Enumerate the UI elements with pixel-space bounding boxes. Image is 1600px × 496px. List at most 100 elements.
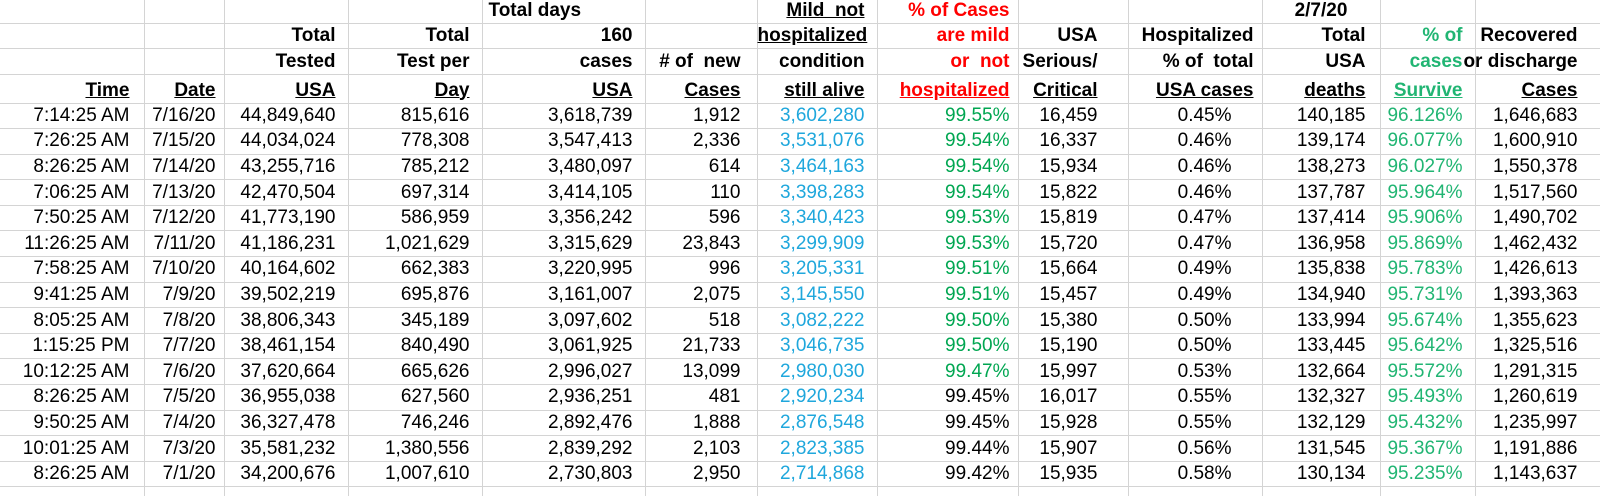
cell-hosp_pct-row12[interactable]: 0.55% xyxy=(1128,384,1263,411)
cell-tested-row4[interactable]: 42,470,504 xyxy=(224,179,349,206)
cell-date-row14[interactable]: 7/3/20 xyxy=(144,435,225,462)
header-cell-r1-new_cases[interactable] xyxy=(645,0,758,24)
cell-time-row1[interactable]: 7:14:25 AM xyxy=(0,103,145,130)
cell-deaths-row8[interactable]: 134,940 xyxy=(1262,282,1381,309)
cell-deaths-row1[interactable]: 140,185 xyxy=(1262,103,1381,130)
header-cell-r2-cases[interactable]: 160 xyxy=(482,23,646,49)
cell-cases-row3[interactable]: 3,480,097 xyxy=(482,154,646,181)
cell-new_cases-row7[interactable]: 996 xyxy=(645,256,758,283)
header-cell-r2-date[interactable] xyxy=(144,23,225,49)
cell-tested-row3[interactable]: 43,255,716 xyxy=(224,154,349,181)
cell-new_cases-row1[interactable]: 1,912 xyxy=(645,103,758,130)
header-cell-r1-cases[interactable]: Total days xyxy=(482,0,646,24)
header-cell-r4-serious[interactable]: Critical xyxy=(1018,74,1129,104)
cell-recovered-row5[interactable]: 1,490,702 xyxy=(1475,205,1600,232)
cell-time-row7[interactable]: 7:58:25 AM xyxy=(0,256,145,283)
cell-serious-row12[interactable]: 16,017 xyxy=(1018,384,1129,411)
cell-serious-row4[interactable]: 15,822 xyxy=(1018,179,1129,206)
cell-per_day-row2[interactable]: 778,308 xyxy=(348,128,483,155)
header-cell-r1-survive[interactable] xyxy=(1380,0,1476,24)
cell-new_cases-row5[interactable]: 596 xyxy=(645,205,758,232)
header-cell-r3-per_day[interactable]: Test per xyxy=(348,48,483,75)
cell-deaths-row2[interactable]: 139,174 xyxy=(1262,128,1381,155)
cell-recovered-row12[interactable]: 1,260,619 xyxy=(1475,384,1600,411)
header-cell-r1-date[interactable] xyxy=(144,0,225,24)
cell-hosp_pct-row8[interactable]: 0.49% xyxy=(1128,282,1263,309)
cell-mild_pct-row7[interactable]: 99.51% xyxy=(877,256,1019,283)
cell-per_day-row8[interactable]: 695,876 xyxy=(348,282,483,309)
cell-survive-row6[interactable]: 95.869% xyxy=(1380,230,1476,258)
cell-date-row9[interactable]: 7/8/20 xyxy=(144,307,225,334)
cell-new_cases-row12[interactable]: 481 xyxy=(645,384,758,411)
cell-tested-row2[interactable]: 44,034,024 xyxy=(224,128,349,155)
header-cell-r3-date[interactable] xyxy=(144,48,225,75)
header-cell-r3-survive[interactable]: cases xyxy=(1380,48,1476,75)
cell-serious-row9[interactable]: 15,380 xyxy=(1018,307,1129,334)
cell-cases-row6[interactable]: 3,315,629 xyxy=(482,230,646,258)
header-cell-r2-time[interactable] xyxy=(0,23,145,49)
cell-tested-row7[interactable]: 40,164,602 xyxy=(224,256,349,283)
cell-cases-row14[interactable]: 2,839,292 xyxy=(482,435,646,462)
cell-deaths-row11[interactable]: 132,664 xyxy=(1262,358,1381,386)
header-cell-r2-new_cases[interactable] xyxy=(645,23,758,49)
cell-date-row3[interactable]: 7/14/20 xyxy=(144,154,225,181)
cell-time-row15[interactable]: 8:26:25 AM xyxy=(0,461,145,488)
cell-time-row4[interactable]: 7:06:25 AM xyxy=(0,179,145,206)
cell-hosp_pct-row15[interactable]: 0.58% xyxy=(1128,461,1263,488)
cell-time-row8[interactable]: 9:41:25 AM xyxy=(0,282,145,309)
cell-mild-row2[interactable]: 3,531,076 xyxy=(757,128,878,155)
empty-cell[interactable] xyxy=(645,486,758,496)
empty-cell[interactable] xyxy=(1018,486,1129,496)
cell-mild_pct-row4[interactable]: 99.54% xyxy=(877,179,1019,206)
cell-deaths-row3[interactable]: 138,273 xyxy=(1262,154,1381,181)
cell-survive-row13[interactable]: 95.432% xyxy=(1380,410,1476,437)
cell-cases-row12[interactable]: 2,936,251 xyxy=(482,384,646,411)
cell-mild-row1[interactable]: 3,602,280 xyxy=(757,103,878,130)
cell-serious-row7[interactable]: 15,664 xyxy=(1018,256,1129,283)
header-cell-r2-serious[interactable]: USA xyxy=(1018,23,1129,49)
cell-date-row8[interactable]: 7/9/20 xyxy=(144,282,225,309)
header-cell-r2-tested[interactable]: Total xyxy=(224,23,349,49)
header-cell-r1-deaths[interactable]: 2/7/20 xyxy=(1262,0,1381,24)
cell-hosp_pct-row9[interactable]: 0.50% xyxy=(1128,307,1263,334)
cell-date-row6[interactable]: 7/11/20 xyxy=(144,230,225,258)
cell-mild-row7[interactable]: 3,205,331 xyxy=(757,256,878,283)
cell-new_cases-row4[interactable]: 110 xyxy=(645,179,758,206)
cell-per_day-row6[interactable]: 1,021,629 xyxy=(348,230,483,258)
cell-mild-row14[interactable]: 2,823,385 xyxy=(757,435,878,462)
header-cell-r2-per_day[interactable]: Total xyxy=(348,23,483,49)
cell-tested-row14[interactable]: 35,581,232 xyxy=(224,435,349,462)
cell-survive-row15[interactable]: 95.235% xyxy=(1380,461,1476,488)
empty-cell[interactable] xyxy=(0,486,145,496)
header-cell-r4-survive[interactable]: Survive xyxy=(1380,74,1476,104)
cell-new_cases-row8[interactable]: 2,075 xyxy=(645,282,758,309)
cell-mild-row13[interactable]: 2,876,548 xyxy=(757,410,878,437)
cell-survive-row12[interactable]: 95.493% xyxy=(1380,384,1476,411)
header-cell-r3-tested[interactable]: Tested xyxy=(224,48,349,75)
cell-cases-row2[interactable]: 3,547,413 xyxy=(482,128,646,155)
cell-mild-row8[interactable]: 3,145,550 xyxy=(757,282,878,309)
cell-per_day-row1[interactable]: 815,616 xyxy=(348,103,483,130)
cell-cases-row4[interactable]: 3,414,105 xyxy=(482,179,646,206)
cell-recovered-row15[interactable]: 1,143,637 xyxy=(1475,461,1600,488)
cell-serious-row15[interactable]: 15,935 xyxy=(1018,461,1129,488)
cell-time-row14[interactable]: 10:01:25 AM xyxy=(0,435,145,462)
cell-hosp_pct-row11[interactable]: 0.53% xyxy=(1128,358,1263,386)
header-cell-r4-tested[interactable]: USA xyxy=(224,74,349,104)
cell-survive-row14[interactable]: 95.367% xyxy=(1380,435,1476,462)
header-cell-r4-cases[interactable]: USA xyxy=(482,74,646,104)
cell-recovered-row9[interactable]: 1,355,623 xyxy=(1475,307,1600,334)
header-cell-r3-serious[interactable]: Serious/ xyxy=(1018,48,1129,75)
cell-per_day-row13[interactable]: 746,246 xyxy=(348,410,483,437)
cell-tested-row1[interactable]: 44,849,640 xyxy=(224,103,349,130)
cell-time-row11[interactable]: 10:12:25 AM xyxy=(0,358,145,386)
cell-cases-row7[interactable]: 3,220,995 xyxy=(482,256,646,283)
cell-deaths-row13[interactable]: 132,129 xyxy=(1262,410,1381,437)
cell-serious-row13[interactable]: 15,928 xyxy=(1018,410,1129,437)
header-cell-r2-survive[interactable]: % of xyxy=(1380,23,1476,49)
header-cell-r2-mild_pct[interactable]: are mild xyxy=(877,23,1019,49)
cell-cases-row1[interactable]: 3,618,739 xyxy=(482,103,646,130)
cell-deaths-row12[interactable]: 132,327 xyxy=(1262,384,1381,411)
cell-mild_pct-row12[interactable]: 99.45% xyxy=(877,384,1019,411)
empty-cell[interactable] xyxy=(144,486,225,496)
